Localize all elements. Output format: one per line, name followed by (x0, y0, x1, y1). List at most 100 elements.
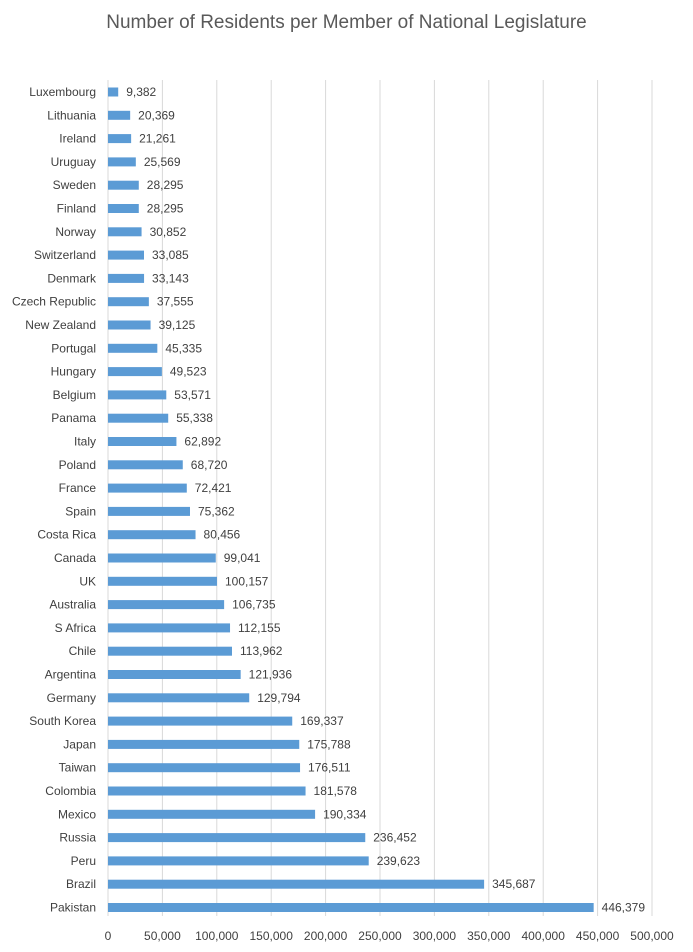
category-label: Japan (63, 737, 96, 751)
category-label: Italy (74, 435, 96, 449)
bar (108, 623, 231, 633)
category-label: Portugal (51, 341, 96, 355)
data-label: 45,335 (165, 341, 202, 355)
category-label: Costa Rica (37, 528, 96, 542)
bar (108, 670, 241, 679)
category-label: Canada (54, 551, 96, 565)
bar (108, 879, 485, 889)
category-label: South Korea (29, 714, 96, 728)
category-label: Chile (69, 644, 97, 658)
category-label: Luxembourg (29, 85, 96, 99)
data-label: 113,962 (240, 644, 283, 658)
data-label: 106,735 (232, 598, 276, 612)
data-label: 175,788 (307, 737, 351, 751)
bar (108, 646, 232, 656)
category-label: Australia (49, 598, 96, 612)
bar (108, 343, 158, 353)
data-label: 181,578 (314, 784, 358, 798)
category-label: Argentina (45, 668, 97, 682)
category-label: Switzerland (34, 248, 96, 262)
category-label: Norway (55, 225, 96, 239)
category-label: Mexico (58, 807, 96, 821)
data-label: 37,555 (157, 295, 194, 309)
category-label: Finland (57, 202, 96, 216)
bar (108, 180, 139, 190)
category-label: Czech Republic (12, 295, 96, 309)
bar (108, 716, 293, 726)
data-label: 49,523 (170, 365, 207, 379)
category-label: Pakistan (50, 901, 96, 915)
bar (108, 87, 119, 97)
data-label: 169,337 (300, 714, 344, 728)
data-label: 25,569 (144, 155, 181, 169)
category-label: Uruguay (51, 155, 96, 169)
data-label: 33,143 (152, 271, 189, 285)
x-tick-label: 450,000 (576, 929, 620, 943)
data-label: 176,511 (308, 761, 351, 775)
category-label: Russia (59, 831, 96, 845)
bar (108, 110, 131, 120)
data-label: 39,125 (159, 318, 196, 332)
bar (108, 134, 132, 144)
data-label: 100,157 (225, 574, 269, 588)
data-label: 446,379 (602, 901, 646, 915)
data-label: 112,155 (238, 621, 281, 635)
data-label: 345,687 (492, 877, 536, 891)
category-label: New Zealand (25, 318, 96, 332)
bar (108, 413, 169, 423)
bar (108, 390, 167, 400)
bar (108, 809, 316, 819)
category-label: Germany (47, 691, 96, 705)
data-label: 121,936 (249, 668, 293, 682)
bar (108, 553, 216, 563)
x-tick-label: 250,000 (358, 929, 402, 943)
data-label: 62,892 (184, 435, 221, 449)
x-tick-label: 100,000 (195, 929, 239, 943)
bar (108, 530, 196, 540)
x-tick-label: 400,000 (522, 929, 566, 943)
category-label: Denmark (47, 271, 97, 285)
bar (108, 320, 151, 330)
category-label: Taiwan (59, 761, 96, 775)
data-label: 68,720 (191, 458, 228, 472)
category-label: Colombia (45, 784, 96, 798)
bar (108, 576, 217, 586)
bar (108, 367, 162, 377)
bar (108, 437, 177, 446)
bar (108, 297, 149, 307)
data-label: 28,295 (147, 178, 184, 192)
bar (108, 273, 145, 283)
x-tick-label: 200,000 (304, 929, 348, 943)
data-label: 30,852 (150, 225, 187, 239)
x-tick-label: 500,000 (630, 929, 674, 943)
bar (108, 903, 594, 912)
category-label: Lithuania (47, 108, 96, 122)
bar (108, 600, 225, 610)
bar (108, 250, 144, 260)
data-label: 236,452 (373, 831, 417, 845)
chart-title: Number of Residents per Member of Nation… (106, 12, 587, 33)
category-label: Belgium (53, 388, 96, 402)
data-label: 20,369 (138, 108, 175, 122)
data-label: 72,421 (195, 481, 232, 495)
bar (108, 833, 366, 843)
data-label: 55,338 (176, 411, 213, 425)
data-label: 190,334 (323, 807, 367, 821)
bar (108, 483, 187, 493)
data-label: 129,794 (257, 691, 301, 705)
x-tick-label: 150,000 (250, 929, 294, 943)
data-label: 53,571 (174, 388, 211, 402)
data-label: 33,085 (152, 248, 189, 262)
bar (108, 763, 301, 773)
category-label: S Africa (55, 621, 97, 635)
category-label: Peru (71, 854, 96, 868)
bar (108, 204, 139, 213)
data-label: 99,041 (224, 551, 261, 565)
category-label: UK (79, 574, 96, 588)
category-label: Hungary (51, 365, 96, 379)
bar (108, 786, 306, 796)
data-label: 21,261 (139, 132, 176, 146)
data-label: 75,362 (198, 504, 235, 518)
bar (108, 460, 183, 470)
x-tick-label: 50,000 (144, 929, 181, 943)
